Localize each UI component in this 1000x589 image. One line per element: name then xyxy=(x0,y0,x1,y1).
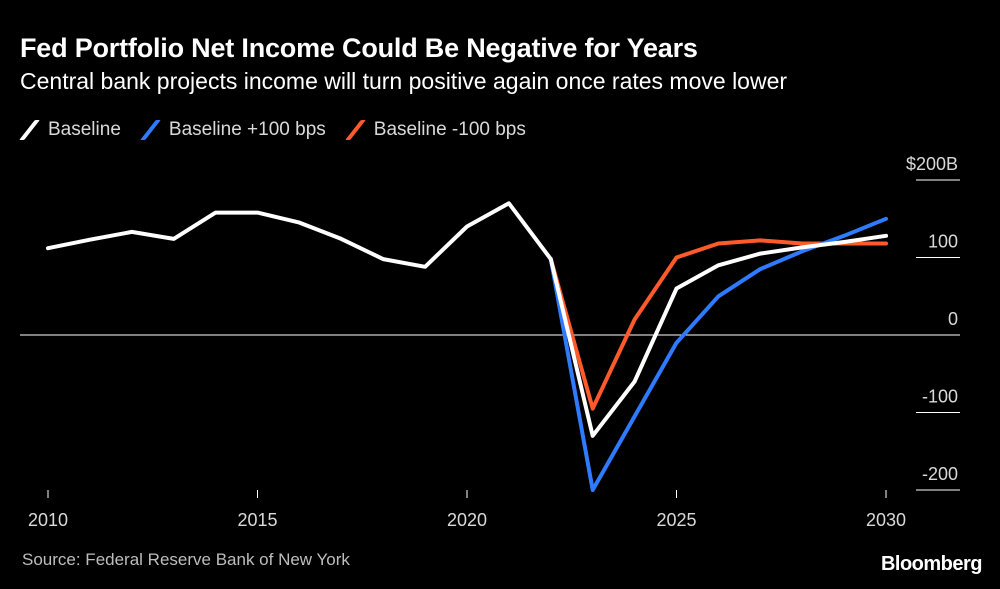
legend-label-plus-100: Baseline +100 bps xyxy=(168,119,326,140)
y-tick-label: $200B xyxy=(906,154,958,174)
source-note: Source: Federal Reserve Bank of New York xyxy=(22,550,350,569)
x-tick-label: 2030 xyxy=(866,510,906,530)
legend: Baseline Baseline +100 bps Baseline -100… xyxy=(19,119,526,141)
bloomberg-logo: Bloomberg xyxy=(880,553,983,575)
x-tick-label: 2010 xyxy=(28,510,68,530)
y-tick-label: -100 xyxy=(922,387,958,407)
legend-label-minus-100: Baseline -100 bps xyxy=(373,119,526,140)
legend-item-baseline: Baseline xyxy=(19,119,121,141)
chart-title: Fed Portfolio Net Income Could Be Negati… xyxy=(20,33,698,63)
x-tick-label: 2020 xyxy=(447,510,487,530)
y-tick-label: 0 xyxy=(948,309,958,329)
y-tick-label: 100 xyxy=(928,232,958,252)
y-tick-label: -200 xyxy=(922,464,958,484)
series-line-baseline xyxy=(46,201,888,438)
legend-item-plus-100: Baseline +100 bps xyxy=(140,119,326,141)
chart-subtitle: Central bank projects income will turn p… xyxy=(20,68,788,94)
series-line-baseline-plusminus-100-bps xyxy=(548,216,888,492)
legend-item-minus-100: Baseline -100 bps xyxy=(344,119,526,141)
x-tick-label: 2015 xyxy=(237,510,277,530)
legend-label-baseline: Baseline xyxy=(48,119,121,140)
x-tick-label: 2025 xyxy=(656,510,696,530)
